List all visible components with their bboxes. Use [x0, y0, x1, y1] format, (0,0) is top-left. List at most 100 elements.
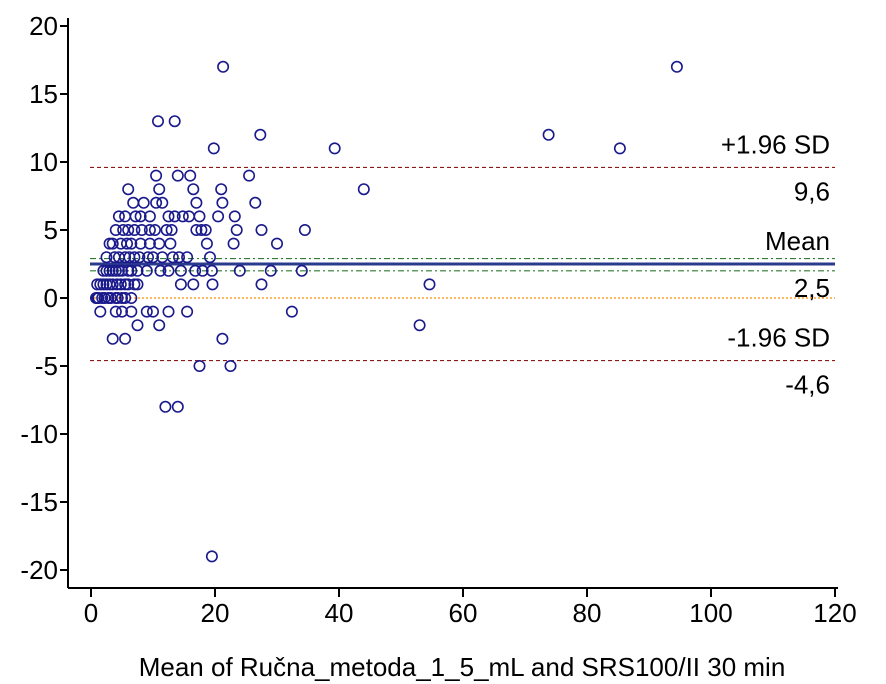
data-point — [112, 251, 125, 264]
data-point — [205, 264, 218, 277]
data-point — [114, 237, 127, 250]
data-point — [216, 332, 229, 345]
data-point — [270, 237, 283, 250]
data-point — [298, 224, 311, 237]
data-point — [193, 210, 206, 223]
data-point — [153, 183, 166, 196]
data-point — [106, 264, 119, 277]
data-point — [97, 278, 110, 291]
data-point — [160, 224, 173, 237]
data-point — [135, 224, 148, 237]
data-point — [189, 264, 202, 277]
data-point — [142, 251, 155, 264]
ref-label-mean: Mean — [765, 226, 830, 256]
data-point — [207, 142, 220, 155]
data-point — [131, 264, 144, 277]
data-point — [153, 237, 166, 250]
data-point — [109, 264, 122, 277]
data-point — [125, 291, 138, 304]
data-point — [156, 196, 169, 209]
data-point — [125, 264, 138, 277]
y-tick-label: 10 — [29, 147, 58, 177]
x-tick-label: 100 — [689, 598, 732, 628]
data-point — [154, 264, 167, 277]
data-point — [109, 224, 122, 237]
data-point — [423, 278, 436, 291]
data-point — [164, 237, 177, 250]
data-point — [190, 224, 203, 237]
data-point — [233, 264, 246, 277]
data-point — [166, 251, 179, 264]
x-tick-label: 60 — [449, 598, 478, 628]
ref-value-lower-loa: -4,6 — [785, 370, 830, 400]
data-point — [230, 224, 243, 237]
y-tick-label: 0 — [44, 283, 58, 313]
data-point — [216, 196, 229, 209]
data-point — [228, 210, 241, 223]
data-point — [106, 278, 119, 291]
data-point — [128, 224, 141, 237]
x-tick-label: 80 — [573, 598, 602, 628]
data-point — [295, 264, 308, 277]
data-point — [150, 169, 163, 182]
x-tick-label: 120 — [813, 598, 856, 628]
data-point — [94, 305, 107, 318]
y-tick-label: -5 — [35, 351, 58, 381]
data-point — [109, 305, 122, 318]
data-point — [196, 264, 209, 277]
data-point — [206, 278, 219, 291]
ref-label-upper-loa: +1.96 SD — [721, 129, 830, 159]
data-point — [187, 183, 200, 196]
ref-label-lower-loa: -1.96 SD — [727, 323, 830, 353]
x-tick-label: 40 — [325, 598, 354, 628]
data-point — [143, 210, 156, 223]
data-point — [100, 278, 113, 291]
data-point — [224, 359, 237, 372]
data-point — [106, 332, 119, 345]
data-point — [91, 278, 104, 291]
data-point — [116, 305, 129, 318]
data-point — [205, 550, 218, 563]
data-point — [285, 305, 298, 318]
data-point — [97, 264, 110, 277]
data-point — [199, 224, 212, 237]
data-point — [109, 291, 122, 304]
data-point — [116, 291, 129, 304]
data-point — [131, 278, 144, 291]
data-point — [613, 142, 626, 155]
data-point — [119, 278, 132, 291]
data-point — [165, 224, 178, 237]
data-point — [328, 142, 341, 155]
data-point — [119, 332, 132, 345]
y-tick-label: -10 — [20, 419, 58, 449]
reference-labels: +1.96 SD 9,6 Mean 2,5 -1.96 SD -4,6 — [721, 129, 830, 399]
data-point — [147, 305, 160, 318]
data-point — [128, 251, 141, 264]
x-tick-label: 20 — [201, 598, 230, 628]
data-point — [117, 224, 130, 237]
data-point — [187, 278, 200, 291]
data-point — [162, 210, 175, 223]
data-point — [116, 264, 129, 277]
data-point — [131, 319, 144, 332]
data-point — [152, 115, 165, 128]
data-point — [119, 210, 132, 223]
y-tick-label: 20 — [29, 11, 58, 41]
ref-value-upper-loa: 9,6 — [794, 176, 830, 206]
data-point — [183, 210, 196, 223]
data-point — [122, 224, 135, 237]
data-point — [122, 183, 135, 196]
data-point — [121, 237, 134, 250]
data-point — [125, 305, 138, 318]
data-point — [181, 305, 194, 318]
data-point — [249, 196, 262, 209]
data-point — [174, 278, 187, 291]
data-point — [103, 264, 116, 277]
data-point — [128, 278, 141, 291]
x-ticks: 0 20 40 60 80 100 120 — [84, 588, 857, 628]
data-point — [148, 224, 161, 237]
x-axis-title: Mean of Ručna_metoda_1_5_mL and SRS100/I… — [139, 652, 786, 682]
data-point — [100, 264, 113, 277]
data-point — [254, 128, 267, 141]
data-point — [143, 224, 156, 237]
